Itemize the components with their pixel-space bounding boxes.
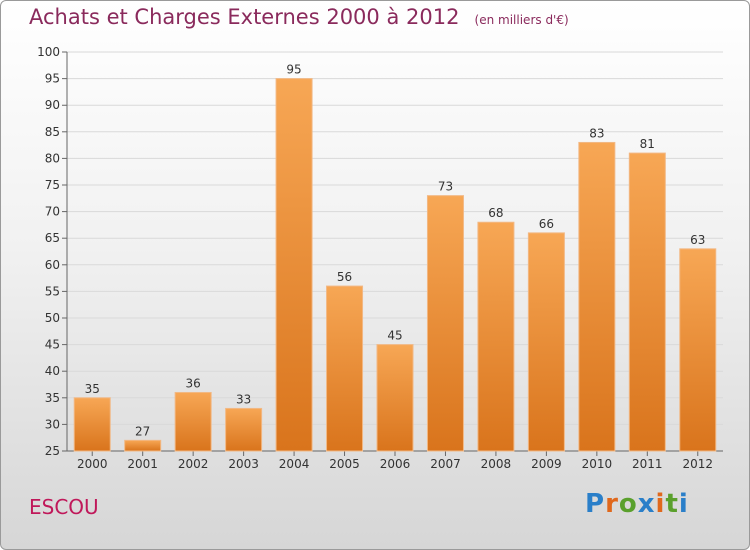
bar-2004 xyxy=(275,78,313,452)
x-tick-label: 2010 xyxy=(582,457,613,471)
y-tick-label: 45 xyxy=(45,338,60,352)
bar-layer xyxy=(73,78,717,452)
data-label-2003: 33 xyxy=(236,392,251,406)
y-tick-label: 40 xyxy=(45,364,60,378)
bar-2003 xyxy=(225,407,263,452)
axis-layer: 25 30 35 40 45 50 55 60 65 70 75 80 85 90 95 100 2000 200… xyxy=(37,45,723,471)
logo-letter: i xyxy=(678,489,689,519)
data-label-2012: 63 xyxy=(690,233,705,247)
y-tick-label: 60 xyxy=(45,258,60,272)
y-tick-label: 70 xyxy=(45,205,60,219)
data-label-2001: 27 xyxy=(135,424,150,438)
logo-letter: o xyxy=(618,489,638,519)
title-row: Achats et Charges Externes 2000 à 2012 (… xyxy=(29,5,569,29)
bar-2007 xyxy=(426,195,464,452)
data-label-2005: 56 xyxy=(337,270,352,284)
proxiti-logo[interactable]: Proxiti xyxy=(585,489,689,519)
logo-letter: r xyxy=(605,489,619,519)
x-tick-label: 2005 xyxy=(329,457,360,471)
y-tick-label: 65 xyxy=(45,231,60,245)
x-tick-label: 2003 xyxy=(228,457,259,471)
data-label-2002: 36 xyxy=(186,376,201,390)
x-tick-label: 2002 xyxy=(178,457,209,471)
y-tick-label: 90 xyxy=(45,98,60,112)
logo-letter: x xyxy=(637,489,656,519)
y-tick-label: 30 xyxy=(45,417,60,431)
bar-2002 xyxy=(174,391,212,452)
place-name: ESCOU xyxy=(29,495,99,519)
data-label-2010: 83 xyxy=(589,126,604,140)
bar-2006 xyxy=(376,344,414,452)
bar-2009 xyxy=(527,232,565,452)
bar-2010 xyxy=(578,141,616,452)
bar-2005 xyxy=(326,285,364,452)
x-tick-label: 2011 xyxy=(632,457,663,471)
logo-letter: t xyxy=(665,489,679,519)
x-tick-label: 2006 xyxy=(380,457,411,471)
x-tick-label: 2012 xyxy=(682,457,713,471)
data-label-2007: 73 xyxy=(438,180,453,194)
data-label-2009: 66 xyxy=(539,217,554,231)
chart-title: Achats et Charges Externes 2000 à 2012 xyxy=(29,5,460,29)
data-label-2004: 95 xyxy=(286,63,301,77)
data-label-2000: 35 xyxy=(85,382,100,396)
x-tick-label: 2000 xyxy=(77,457,108,471)
x-tick-label: 2008 xyxy=(481,457,512,471)
logo-letter: i xyxy=(655,489,666,519)
logo-letter: P xyxy=(585,489,606,519)
bar-2011 xyxy=(628,152,666,452)
bar-2001 xyxy=(124,439,162,452)
x-tick-label: 2001 xyxy=(127,457,158,471)
y-tick-label: 100 xyxy=(37,45,60,59)
y-tick-label: 80 xyxy=(45,151,60,165)
y-tick-label: 55 xyxy=(45,284,60,298)
bar-2012 xyxy=(679,248,717,452)
data-label-2008: 68 xyxy=(488,206,503,220)
y-tick-label: 35 xyxy=(45,391,60,405)
x-tick-label: 2004 xyxy=(279,457,310,471)
bar-2008 xyxy=(477,221,515,452)
x-tick-label: 2007 xyxy=(430,457,461,471)
data-label-2006: 45 xyxy=(387,329,402,343)
y-tick-label: 75 xyxy=(45,178,60,192)
label-layer: 35 27 36 33 95 56 45 73 68 66 83 81 63 xyxy=(85,63,706,439)
y-tick-label: 95 xyxy=(45,72,60,86)
y-tick-label: 85 xyxy=(45,125,60,139)
y-tick-label: 25 xyxy=(45,444,60,458)
bar-2000 xyxy=(73,397,111,452)
data-label-2011: 81 xyxy=(640,137,655,151)
x-tick-label: 2009 xyxy=(531,457,562,471)
chart-unit: (en milliers d'€) xyxy=(474,13,569,27)
y-tick-label: 50 xyxy=(45,311,60,325)
